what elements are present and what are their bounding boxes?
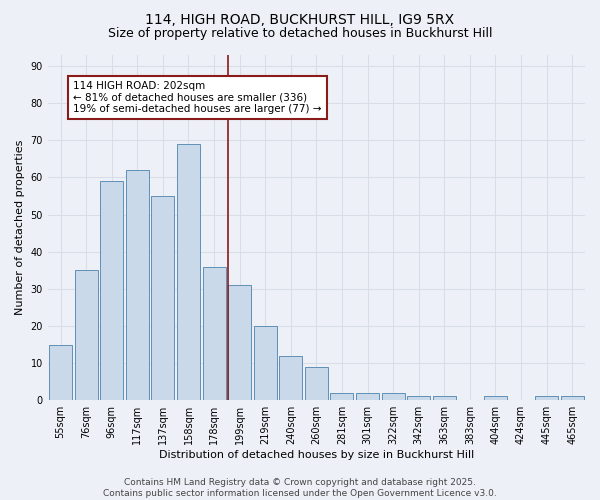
Bar — [331, 393, 353, 400]
Text: Size of property relative to detached houses in Buckhurst Hill: Size of property relative to detached ho… — [108, 28, 492, 40]
Bar — [151, 196, 175, 400]
Text: 114 HIGH ROAD: 202sqm
← 81% of detached houses are smaller (336)
19% of semi-det: 114 HIGH ROAD: 202sqm ← 81% of detached … — [73, 81, 322, 114]
Text: Contains HM Land Registry data © Crown copyright and database right 2025.
Contai: Contains HM Land Registry data © Crown c… — [103, 478, 497, 498]
Text: 114, HIGH ROAD, BUCKHURST HILL, IG9 5RX: 114, HIGH ROAD, BUCKHURST HILL, IG9 5RX — [145, 12, 455, 26]
Bar — [407, 396, 430, 400]
Bar — [100, 181, 123, 400]
Bar — [433, 396, 456, 400]
Bar — [177, 144, 200, 400]
Bar — [74, 270, 98, 400]
Bar — [560, 396, 584, 400]
Bar — [228, 285, 251, 400]
Bar — [535, 396, 558, 400]
Bar — [126, 170, 149, 400]
X-axis label: Distribution of detached houses by size in Buckhurst Hill: Distribution of detached houses by size … — [159, 450, 474, 460]
Bar — [305, 367, 328, 400]
Bar — [280, 356, 302, 400]
Bar — [484, 396, 507, 400]
Bar — [203, 266, 226, 400]
Bar — [356, 393, 379, 400]
Bar — [254, 326, 277, 400]
Bar — [382, 393, 404, 400]
Y-axis label: Number of detached properties: Number of detached properties — [15, 140, 25, 316]
Bar — [49, 344, 72, 400]
